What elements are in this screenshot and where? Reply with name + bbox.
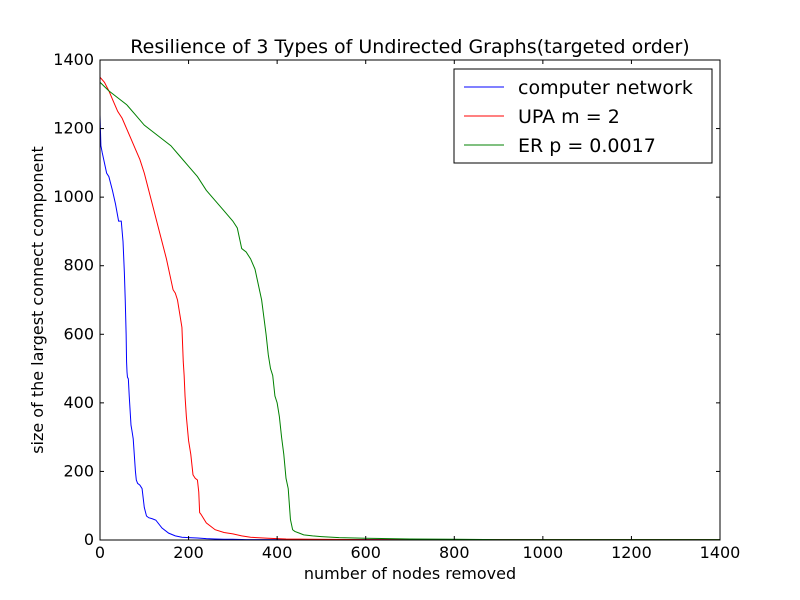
x-tick-label: 800 (439, 543, 470, 562)
series-line-2 (99, 76, 720, 541)
x-axis-label: number of nodes removed (304, 564, 516, 583)
y-tick-label: 1200 (53, 119, 94, 138)
x-tick-label: 600 (350, 543, 381, 562)
y-tick-label: 1000 (53, 187, 94, 206)
chart-title: Resilience of 3 Types of Undirected Grap… (130, 36, 689, 58)
plot-area: 0 200 400 600 800 1000 1200 1400 0 200 400 600 800 10… (53, 50, 740, 562)
y-tick-label: 600 (63, 324, 94, 343)
y-tick-label: 400 (63, 393, 94, 412)
legend-label-3: ER p = 0.0017 (518, 135, 656, 157)
legend-label-2: UPA m = 2 (518, 106, 620, 128)
series-line-3 (99, 81, 720, 541)
x-tick-label: 200 (173, 543, 204, 562)
y-axis-label: size of the largest connect component (28, 146, 47, 454)
x-tick-label: 1400 (700, 543, 741, 562)
plot-frame (99, 59, 721, 541)
x-tick-label: 400 (262, 543, 293, 562)
y-tick-label: 200 (63, 461, 94, 480)
x-tick-label: 0 (95, 543, 105, 562)
y-tick-label: 1400 (53, 50, 94, 69)
x-tick-label: 1200 (611, 543, 652, 562)
x-tick-label: 1000 (522, 543, 563, 562)
y-tick-label: 800 (63, 256, 94, 275)
y-tick-label: 0 (84, 530, 94, 549)
legend-label-1: computer network (518, 77, 693, 99)
